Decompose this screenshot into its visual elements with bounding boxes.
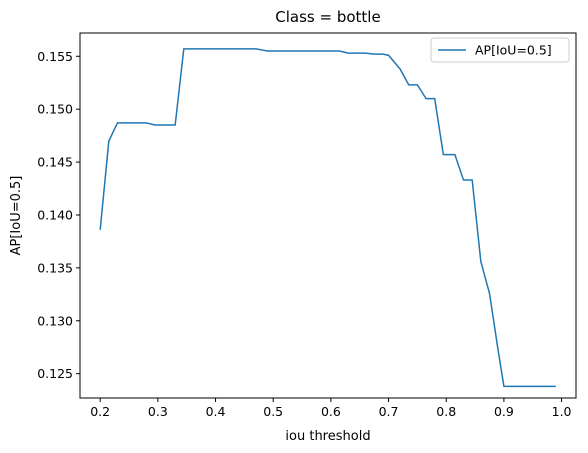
x-tick-label: 0.5: [263, 404, 283, 419]
series-layer: [99, 48, 556, 388]
y-tick-label: 0.145: [37, 155, 73, 170]
series-line-0: [99, 48, 556, 388]
y-tick-label: 0.140: [37, 207, 73, 222]
legend-box: [430, 37, 570, 63]
x-axis-title: iou threshold: [285, 429, 370, 444]
legend: AP[IoU=0.5]: [430, 37, 570, 63]
y-tick-label: 0.150: [37, 102, 73, 117]
y-tick-label: 0.155: [37, 49, 73, 64]
x-axis: 0.2 0.3 0.4 0.5 0.6 0.7 0.8 0.9 1.0: [90, 398, 572, 419]
x-tick-label: 0.9: [494, 404, 514, 419]
y-tick-label: 0.135: [37, 260, 73, 275]
x-tick-label: 0.8: [436, 404, 456, 419]
y-tick-label: 0.125: [37, 366, 73, 381]
y-axis: 0.125 0.130 0.135 0.140 0.145 0.150 0.155: [37, 49, 80, 381]
x-tick-label: 0.4: [206, 404, 226, 419]
legend-label: AP[IoU=0.5]: [475, 43, 552, 58]
y-tick-label: 0.130: [37, 313, 73, 328]
plot-area: [79, 32, 577, 399]
x-tick-label: 0.2: [90, 404, 110, 419]
chart-title: Class = bottle: [275, 8, 380, 26]
x-tick-label: 0.7: [379, 404, 399, 419]
x-tick-label: 0.6: [321, 404, 341, 419]
x-tick-label: 0.3: [148, 404, 168, 419]
x-tick-label: 1.0: [552, 404, 572, 419]
y-axis-title: AP[IoU=0.5]: [9, 176, 24, 256]
